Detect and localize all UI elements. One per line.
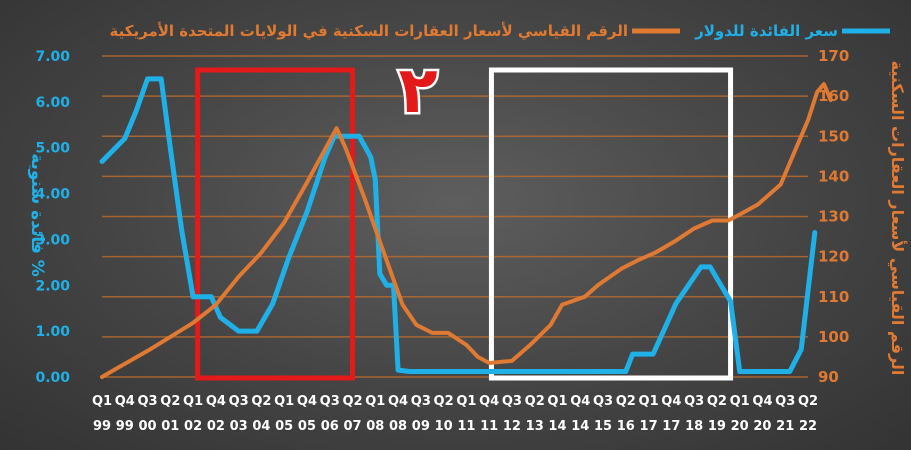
x-tick-year: 21 bbox=[776, 419, 794, 434]
x-tick-quarter: Q3 bbox=[775, 394, 795, 409]
x-tick-year: 15 bbox=[594, 419, 612, 434]
x-axis-ticks: Q199Q499Q300Q201Q102Q402Q303Q204Q105Q405… bbox=[92, 394, 818, 434]
x-tick-year: 16 bbox=[617, 419, 635, 434]
y-tick-left: 7.00 bbox=[35, 49, 70, 65]
y-axis-left-label: فائدة سنوية % bbox=[27, 153, 47, 277]
x-tick-quarter: Q1 bbox=[547, 394, 567, 409]
x-tick-year: 00 bbox=[139, 419, 157, 434]
x-tick-year: 09 bbox=[412, 419, 430, 434]
y-tick-left: 4.00 bbox=[35, 187, 70, 203]
highlight-box bbox=[195, 67, 356, 381]
x-tick-year: 19 bbox=[708, 419, 726, 434]
x-tick-year: 01 bbox=[161, 419, 179, 434]
x-tick-year: 02 bbox=[207, 419, 225, 434]
x-tick-quarter: Q4 bbox=[479, 394, 499, 409]
y-tick-right: 140 bbox=[818, 167, 849, 185]
x-tick-year: 08 bbox=[366, 419, 384, 434]
y-axis-left-ticks: 0.00 1.00 2.00 3.00 4.00 5.00 6.00 7.00 bbox=[35, 49, 70, 386]
x-tick-year: 05 bbox=[275, 419, 293, 434]
x-tick-year: 04 bbox=[252, 419, 270, 434]
x-tick-quarter: Q2 bbox=[160, 394, 180, 409]
x-tick-quarter: Q3 bbox=[593, 394, 613, 409]
series-lines bbox=[99, 76, 833, 379]
x-tick-quarter: Q4 bbox=[570, 394, 590, 409]
y-tick-left: 0.00 bbox=[35, 370, 70, 386]
y-axis-right-ticks: 90 100 110 120 130 140 150 160 170 bbox=[818, 47, 849, 386]
x-tick-year: 17 bbox=[662, 419, 680, 434]
y-tick-right: 110 bbox=[818, 288, 849, 306]
y-tick-right: 90 bbox=[818, 368, 839, 386]
x-tick-quarter: Q3 bbox=[137, 394, 157, 409]
highlight-box bbox=[488, 67, 734, 381]
x-tick-year: 07 bbox=[343, 419, 361, 434]
x-tick-quarter: Q2 bbox=[616, 394, 636, 409]
x-tick-quarter: Q2 bbox=[342, 394, 362, 409]
annotation-number: ٢ bbox=[398, 54, 437, 128]
x-tick-year: 20 bbox=[753, 419, 771, 434]
x-tick-year: 12 bbox=[503, 419, 521, 434]
x-tick-quarter: Q4 bbox=[752, 394, 772, 409]
x-tick-quarter: Q4 bbox=[297, 394, 317, 409]
y-tick-right: 160 bbox=[818, 87, 849, 105]
x-tick-year: 14 bbox=[571, 419, 589, 434]
gridlines bbox=[102, 55, 808, 378]
legend-label-housing-index: الرقم القياسي لأسعار العقارات السكنية في… bbox=[110, 22, 628, 40]
x-tick-quarter: Q2 bbox=[798, 394, 818, 409]
y-tick-left: 1.00 bbox=[35, 324, 70, 340]
x-tick-year: 08 bbox=[389, 419, 407, 434]
x-tick-quarter: Q1 bbox=[274, 394, 294, 409]
x-tick-year: 05 bbox=[298, 419, 316, 434]
x-tick-quarter: Q2 bbox=[251, 394, 271, 409]
x-tick-quarter: Q4 bbox=[115, 394, 135, 409]
x-tick-year: 10 bbox=[435, 419, 453, 434]
x-tick-year: 99 bbox=[93, 419, 111, 434]
legend: سعر الفائدة للدولار الرقم القياسي لأسعار… bbox=[110, 22, 890, 40]
y-tick-left: 6.00 bbox=[35, 95, 70, 111]
x-tick-quarter: Q2 bbox=[707, 394, 727, 409]
y-tick-left: 3.00 bbox=[35, 232, 70, 248]
x-tick-quarter: Q3 bbox=[320, 394, 340, 409]
x-tick-year: 02 bbox=[184, 419, 202, 434]
highlight-boxes bbox=[195, 67, 734, 381]
y-tick-right: 150 bbox=[818, 127, 849, 145]
y-tick-right: 170 bbox=[818, 47, 849, 65]
x-tick-year: 20 bbox=[731, 419, 749, 434]
x-tick-year: 99 bbox=[116, 419, 134, 434]
x-tick-quarter: Q4 bbox=[661, 394, 681, 409]
x-tick-quarter: Q2 bbox=[525, 394, 545, 409]
x-tick-quarter: Q2 bbox=[434, 394, 454, 409]
x-tick-quarter: Q1 bbox=[365, 394, 385, 409]
x-tick-year: 22 bbox=[799, 419, 817, 434]
x-tick-quarter: Q4 bbox=[206, 394, 226, 409]
y-axis-right-label: الرقم القياسي لأسعار العقارات السكنية bbox=[887, 61, 907, 376]
x-tick-year: 03 bbox=[230, 419, 248, 434]
series-line-housing-index bbox=[100, 82, 833, 379]
y-tick-right: 100 bbox=[818, 328, 849, 346]
x-tick-year: 14 bbox=[548, 419, 566, 434]
y-tick-left: 5.00 bbox=[35, 141, 70, 157]
y-tick-right: 120 bbox=[818, 248, 849, 266]
x-tick-quarter: Q3 bbox=[411, 394, 431, 409]
legend-label-interest: سعر الفائدة للدولار bbox=[694, 22, 838, 40]
x-tick-quarter: Q1 bbox=[183, 394, 203, 409]
x-tick-quarter: Q1 bbox=[730, 394, 750, 409]
x-tick-year: 18 bbox=[685, 419, 703, 434]
x-tick-quarter: Q1 bbox=[456, 394, 476, 409]
x-tick-quarter: Q4 bbox=[388, 394, 408, 409]
x-tick-year: 13 bbox=[526, 419, 544, 434]
x-tick-quarter: Q3 bbox=[502, 394, 522, 409]
x-tick-quarter: Q3 bbox=[229, 394, 249, 409]
x-tick-year: 11 bbox=[457, 419, 475, 434]
x-tick-quarter: Q1 bbox=[92, 394, 112, 409]
series-line-interest bbox=[99, 76, 818, 374]
y-tick-right: 130 bbox=[818, 208, 849, 226]
y-tick-left: 2.00 bbox=[35, 278, 70, 294]
x-tick-year: 17 bbox=[640, 419, 658, 434]
x-tick-quarter: Q3 bbox=[684, 394, 704, 409]
x-tick-year: 11 bbox=[480, 419, 498, 434]
x-tick-quarter: Q1 bbox=[639, 394, 659, 409]
x-tick-year: 06 bbox=[321, 419, 339, 434]
